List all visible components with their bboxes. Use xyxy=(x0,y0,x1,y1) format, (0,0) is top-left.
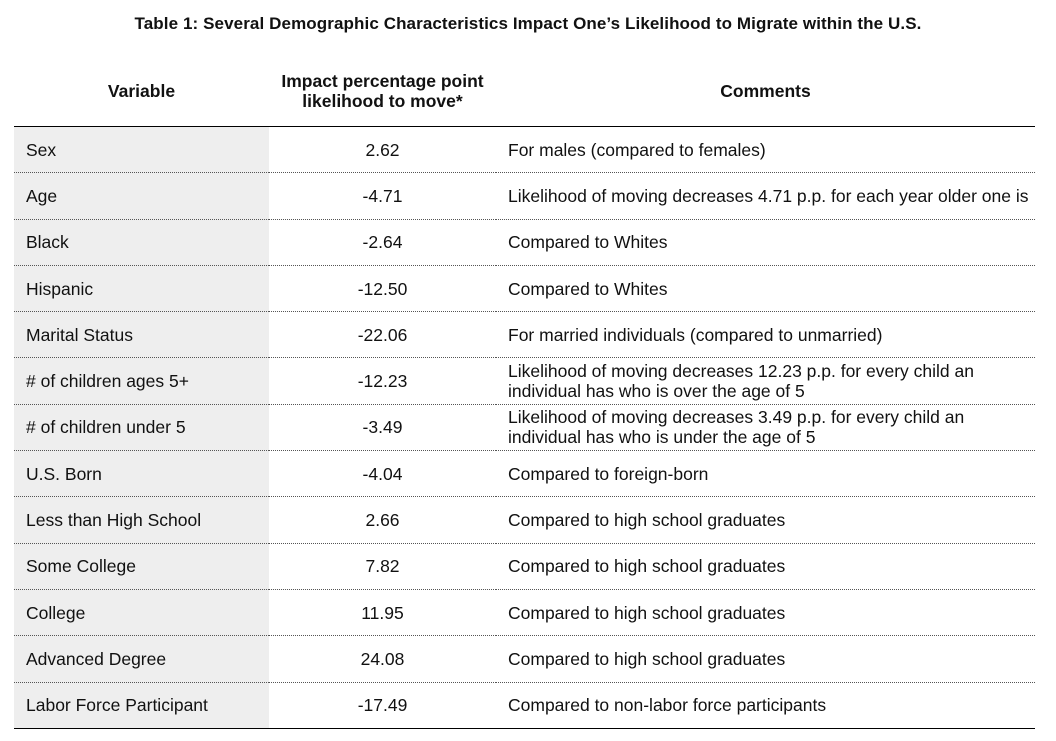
row-impact-cell: -4.04 xyxy=(269,450,496,498)
table-row: Advanced Degree 24.08 Compared to high sch… xyxy=(14,635,1035,683)
table-row: Sex 2.62 For males (compared to females) xyxy=(14,126,1035,174)
row-impact-cell: -22.06 xyxy=(269,311,496,359)
table-row: Labor Force Participant -17.49 Compared to… xyxy=(14,682,1035,729)
table-row: Hispanic -12.50 Compared to Whites xyxy=(14,265,1035,313)
table-row: Age -4.71 Likelihood of moving decreases 4… xyxy=(14,172,1035,220)
row-variable-cell: Some College xyxy=(14,543,269,590)
header-impact: Impact percentage point likelihood to mo… xyxy=(269,60,496,127)
demographics-table-container: Variable Impact percentage point likelih… xyxy=(14,60,1035,729)
row-impact-cell: 7.82 xyxy=(269,543,496,590)
row-comment-cell: For males (compared to females) xyxy=(496,126,1035,174)
table-row: College 11.95 Compared to high school grad… xyxy=(14,589,1035,637)
row-comment-cell: Likelihood of moving decreases 12.23 p.p… xyxy=(496,357,1035,405)
row-comment-cell: Compared to high school graduates xyxy=(496,496,1035,544)
row-variable-cell: Age xyxy=(14,172,269,220)
row-impact-cell: -3.49 xyxy=(269,404,496,452)
row-variable-cell: # of children ages 5+ xyxy=(14,357,269,405)
row-comment-cell: Likelihood of moving decreases 3.49 p.p.… xyxy=(496,404,1035,452)
row-variable-cell: U.S. Born xyxy=(14,450,269,498)
table-body: Sex 2.62 For males (compared to females) Ag… xyxy=(14,126,1035,729)
row-comment-cell: Compared to high school graduates xyxy=(496,635,1035,683)
demographics-table: Variable Impact percentage point likelih… xyxy=(14,60,1035,729)
row-variable-cell: # of children under 5 xyxy=(14,404,269,452)
row-variable-cell: Marital Status xyxy=(14,311,269,359)
table-row: Some College 7.82 Compared to high school … xyxy=(14,543,1035,590)
row-comment-cell: Compared to Whites xyxy=(496,219,1035,266)
row-comment-cell: For married individuals (compared to unm… xyxy=(496,311,1035,359)
table-row: Marital Status -22.06 For married individu… xyxy=(14,311,1035,359)
row-variable-cell: Less than High School xyxy=(14,496,269,544)
row-comment-cell: Compared to high school graduates xyxy=(496,589,1035,637)
table-row: # of children under 5 -3.49 Likelihood of … xyxy=(14,404,1035,452)
row-impact-cell: 24.08 xyxy=(269,635,496,683)
header-comments: Comments xyxy=(496,60,1035,127)
row-impact-cell: -12.50 xyxy=(269,265,496,313)
table-row: U.S. Born -4.04 Compared to foreign-born xyxy=(14,450,1035,498)
row-variable-cell: Black xyxy=(14,219,269,266)
table-row: # of children ages 5+ -12.23 Likelihood of… xyxy=(14,357,1035,405)
row-variable-cell: Labor Force Participant xyxy=(14,682,269,729)
row-comment-cell: Compared to non-labor force participants xyxy=(496,682,1035,729)
row-impact-cell: -2.64 xyxy=(269,219,496,266)
header-variable: Variable xyxy=(14,60,269,127)
row-impact-cell: -12.23 xyxy=(269,357,496,405)
table-row: Less than High School 2.66 Compared to hig… xyxy=(14,496,1035,544)
row-comment-cell: Compared to high school graduates xyxy=(496,543,1035,590)
table-row: Black -2.64 Compared to Whites xyxy=(14,219,1035,266)
row-variable-cell: Sex xyxy=(14,126,269,174)
row-impact-cell: 2.62 xyxy=(269,126,496,174)
row-impact-cell: -17.49 xyxy=(269,682,496,729)
row-impact-cell: 2.66 xyxy=(269,496,496,544)
row-variable-cell: College xyxy=(14,589,269,637)
row-variable-cell: Advanced Degree xyxy=(14,635,269,683)
header-row: Variable Impact percentage point likelih… xyxy=(14,60,1035,127)
row-comment-cell: Compared to Whites xyxy=(496,265,1035,313)
row-impact-cell: -4.71 xyxy=(269,172,496,220)
row-variable-cell: Hispanic xyxy=(14,265,269,313)
table-title: Table 1: Several Demographic Characteris… xyxy=(134,14,922,33)
row-comment-cell: Compared to foreign-born xyxy=(496,450,1035,498)
row-impact-cell: 11.95 xyxy=(269,589,496,637)
row-comment-cell: Likelihood of moving decreases 4.71 p.p.… xyxy=(496,172,1035,220)
table-header: Variable Impact percentage point likelih… xyxy=(14,60,1035,127)
